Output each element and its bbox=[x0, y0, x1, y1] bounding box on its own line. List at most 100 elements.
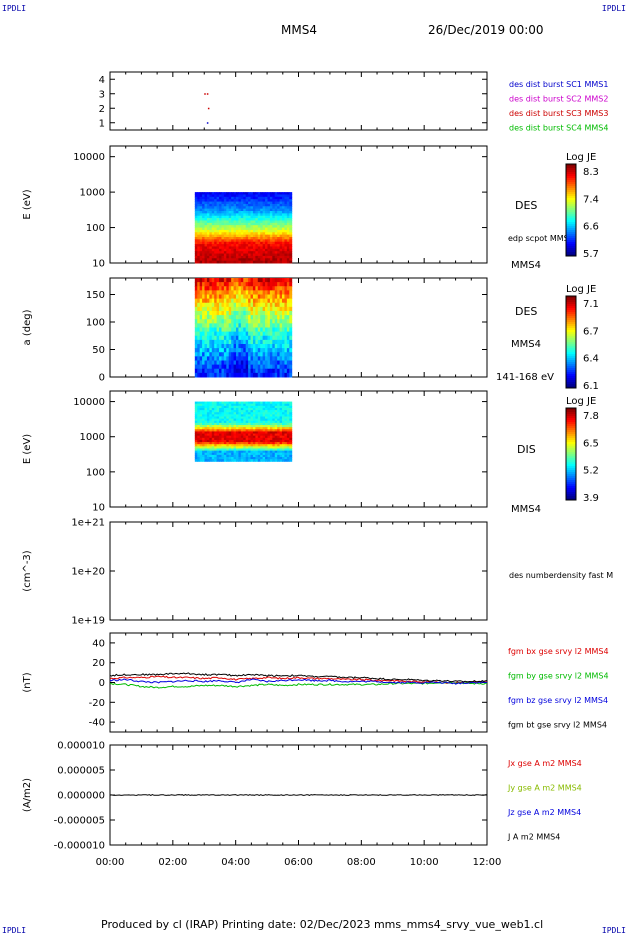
des-energy-ylabel: E (eV) bbox=[22, 189, 33, 219]
des-pitch-colorbar-tick: 6.7 bbox=[583, 326, 599, 337]
burst-ytick-label: 3 bbox=[99, 89, 105, 100]
density-ytick-label: 1e+19 bbox=[71, 616, 105, 627]
logo-top-right: IPDLI bbox=[601, 4, 626, 13]
panel-des-pitch: 150 100 50 0 a (deg) DES MMS4 141-168 eV Log JE 7… bbox=[22, 277, 599, 392]
current-legend-entry: Jx gse A m2 MMS4 bbox=[507, 759, 582, 768]
logo-top-left: IPDLI bbox=[2, 4, 27, 13]
footer-credit: Produced by cl (IRAP) Printing date: 02/… bbox=[101, 918, 544, 931]
current-legend-entry: Jz gse A m2 MMS4 bbox=[507, 808, 581, 817]
des-energy-label: DES bbox=[515, 199, 537, 212]
des-energy-ytick-label: 10000 bbox=[73, 152, 105, 163]
des-energy-colorbar-tick: 7.4 bbox=[583, 194, 599, 205]
bfield-ytick-label: 0 bbox=[99, 678, 105, 689]
panel-burst-frame bbox=[109, 71, 488, 131]
des-energy-ytick-label: 10 bbox=[92, 259, 105, 270]
dis-energy-colorbar-tick: 6.5 bbox=[583, 438, 599, 449]
des-energy-ytick-label: 1000 bbox=[80, 188, 105, 199]
panel-des-energy: 10000 1000 100 10 E (eV) DES edp scpot MMS4 MMS… bbox=[22, 145, 599, 271]
current-ytick-label: 0.000005 bbox=[57, 766, 105, 777]
panel-current: 0.000010 0.000005 0.000000 -0.000005 -0.0000… bbox=[22, 741, 582, 869]
bfield-legend-entry: fgm bx gse srvy l2 MMS4 bbox=[508, 647, 609, 656]
panel-density: 1e+21 1e+20 1e+19 (cm^-3) des numberdensity … bbox=[22, 518, 613, 627]
dis-energy-ytick-label: 10 bbox=[92, 503, 105, 514]
time-xtick-label: 00:00 bbox=[96, 857, 125, 868]
current-ytick-label: 0.000010 bbox=[57, 741, 105, 752]
density-legend-entry: des numberdensity fast M bbox=[509, 571, 613, 580]
burst-legend-entry: des dist burst SC2 MMS2 bbox=[509, 95, 608, 104]
time-xtick-label: 10:00 bbox=[410, 857, 439, 868]
des-pitch-colorbar-bar bbox=[565, 295, 577, 389]
logo-bottom-right: IPDLI bbox=[601, 926, 626, 935]
bfield-legend-entry: fgm bz gse srvy l2 MMS4 bbox=[508, 696, 608, 705]
current-legend-entry: J A m2 MMS4 bbox=[507, 833, 560, 842]
time-xtick-label: 06:00 bbox=[284, 857, 313, 868]
spacecraft-title: MMS4 bbox=[281, 23, 317, 37]
des-energy-sublabel: edp scpot MMS4 bbox=[508, 234, 574, 243]
burst-legend-entry: des dist burst SC1 MMS1 bbox=[509, 80, 608, 89]
density-ytick-label: 1e+20 bbox=[71, 567, 105, 578]
burst-ytick-label: 1 bbox=[99, 118, 105, 129]
des-pitch-colorbar-title: Log JE bbox=[566, 284, 596, 295]
des-pitch-label: DES bbox=[515, 305, 537, 318]
des-energy-colorbar-tick: 8.3 bbox=[583, 167, 599, 178]
dis-energy-bottom-label: MMS4 bbox=[511, 504, 541, 515]
current-ytick-label: -0.000005 bbox=[54, 816, 105, 827]
datetime-title: 26/Dec/2019 00:00 bbox=[428, 23, 544, 37]
dis-energy-colorbar-tick: 5.2 bbox=[583, 466, 599, 477]
bfield-ytick-label: 20 bbox=[92, 658, 105, 669]
des-energy-colorbar-tick: 6.6 bbox=[583, 222, 599, 233]
bfield-series-line bbox=[109, 672, 488, 683]
dis-energy-ylabel: E (eV) bbox=[22, 434, 33, 464]
des-pitch-colorbar-tick: 7.1 bbox=[583, 299, 599, 310]
des-pitch-colorbar-tick: 6.1 bbox=[583, 381, 599, 392]
current-ylabel: (A/m2) bbox=[22, 778, 33, 812]
dis-energy-colorbar-title: Log JE bbox=[566, 396, 596, 407]
panel-density-frame bbox=[109, 521, 488, 621]
burst-legend-entry: des dist burst SC3 MMS3 bbox=[509, 109, 608, 118]
bfield-series-line bbox=[109, 681, 488, 689]
burst-point bbox=[207, 107, 210, 110]
time-xtick-label: 02:00 bbox=[158, 857, 187, 868]
panel-bfield: 40 20 0 -20 -40 (nT) fgm bx gse srvy l2 MMS4 fg… bbox=[22, 632, 609, 733]
density-ylabel: (cm^-3) bbox=[22, 550, 33, 591]
burst-point bbox=[204, 93, 206, 95]
plot-canvas: 4 3 2 1 des dist burst SC1 MMS1 des dist burs… bbox=[22, 71, 613, 869]
burst-legend-entry: des dist burst SC4 MMS4 bbox=[509, 124, 608, 133]
des-pitch-sublabel: MMS4 bbox=[511, 339, 541, 350]
bfield-legend-entry: fgm by gse srvy l2 MMS4 bbox=[508, 672, 609, 681]
density-ytick-label: 1e+21 bbox=[71, 518, 105, 529]
dis-energy-colorbar-bar bbox=[565, 407, 577, 501]
dis-energy-ytick-label: 1000 bbox=[80, 432, 105, 443]
burst-ytick-label: 4 bbox=[99, 75, 105, 86]
des-energy-colorbar-title: Log JE bbox=[566, 152, 596, 163]
time-xtick-label: 12:00 bbox=[473, 857, 502, 868]
panel-des-energy-frame bbox=[109, 145, 488, 264]
bfield-ylabel: (nT) bbox=[22, 672, 33, 692]
burst-point bbox=[206, 122, 209, 124]
des-energy-colorbar-tick: 5.7 bbox=[583, 249, 599, 260]
panel-des-pitch-frame bbox=[109, 277, 488, 378]
bfield-ytick-label: 40 bbox=[92, 638, 105, 649]
dis-energy-label: DIS bbox=[517, 443, 536, 456]
time-xtick-label: 04:00 bbox=[221, 857, 250, 868]
panel-dis-energy: 10000 1000 100 10 E (eV) DIS MMS4 Log JE 7.8 6.5 5… bbox=[22, 390, 599, 515]
des-pitch-ytick-label: 0 bbox=[99, 373, 105, 384]
time-xtick-label: 08:00 bbox=[347, 857, 376, 868]
current-legend-entry: Jy gse A m2 MMS4 bbox=[507, 784, 582, 793]
current-series-line bbox=[109, 794, 488, 796]
current-ytick-label: -0.000010 bbox=[54, 841, 105, 852]
des-energy-bottom-label: MMS4 bbox=[511, 260, 541, 271]
panel-dis-energy-frame bbox=[109, 390, 488, 508]
des-pitch-ytick-label: 50 bbox=[92, 345, 105, 356]
dis-energy-ytick-label: 10000 bbox=[73, 397, 105, 408]
bfield-series-line bbox=[109, 678, 488, 685]
burst-point bbox=[206, 93, 209, 95]
bfield-ytick-label: -40 bbox=[89, 718, 105, 729]
des-pitch-ytick-label: 150 bbox=[86, 290, 105, 301]
panel-burst: 4 3 2 1 des dist burst SC1 MMS1 des dist burs… bbox=[99, 71, 608, 133]
logo-bottom-left: IPDLI bbox=[2, 926, 27, 935]
burst-ytick-label: 2 bbox=[99, 104, 105, 115]
dis-energy-colorbar-tick: 3.9 bbox=[583, 493, 599, 504]
des-energy-colorbar-bar bbox=[565, 163, 577, 257]
bfield-series-line bbox=[109, 675, 487, 684]
